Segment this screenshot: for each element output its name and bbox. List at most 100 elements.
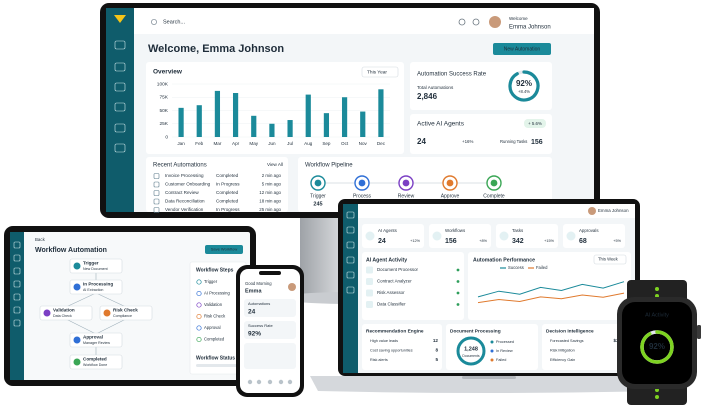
bar bbox=[214, 90, 221, 137]
nav-icon bbox=[247, 379, 253, 385]
recommendation-card bbox=[362, 324, 442, 370]
stat-card bbox=[563, 224, 625, 248]
stage-count: 245 bbox=[313, 201, 322, 207]
label: AI Agents bbox=[378, 228, 398, 233]
sidebar-icon bbox=[114, 123, 126, 133]
agent-icon bbox=[366, 301, 373, 308]
stage-dot bbox=[358, 179, 366, 187]
row-icon bbox=[153, 198, 160, 205]
back-link[interactable]: Back bbox=[35, 237, 46, 242]
card-title: Recommendation Engine bbox=[366, 328, 424, 334]
label: In Processing bbox=[83, 282, 113, 287]
stat-icon bbox=[365, 231, 375, 241]
flow-node bbox=[69, 258, 123, 274]
recent-card bbox=[146, 157, 288, 212]
laptop-notch bbox=[462, 376, 516, 379]
watch-crown bbox=[697, 325, 701, 339]
settings-icon bbox=[472, 18, 480, 26]
x-tick-label: Jun bbox=[268, 141, 276, 146]
node-icon bbox=[73, 358, 81, 366]
label: Completed bbox=[204, 337, 225, 342]
sidebar-icon bbox=[13, 319, 21, 327]
sidebar-icon bbox=[346, 271, 355, 279]
agents-card bbox=[410, 114, 552, 154]
row-icon bbox=[153, 190, 160, 196]
search-input: Search... bbox=[163, 19, 185, 25]
card-title: Active AI Agents bbox=[417, 121, 465, 128]
label: Data Check bbox=[53, 314, 72, 318]
label: Contract Analyzer bbox=[377, 279, 412, 284]
button-label: New Automation bbox=[504, 46, 541, 52]
label: +12% bbox=[410, 239, 420, 243]
metric: 156 bbox=[531, 139, 543, 146]
period-dropdown[interactable] bbox=[593, 254, 627, 265]
metric: 68 bbox=[579, 238, 587, 245]
link[interactable]: View All bbox=[267, 162, 283, 167]
metric: 24 bbox=[378, 238, 386, 245]
sidebar-icon bbox=[114, 102, 126, 112]
watch-screen bbox=[622, 302, 692, 384]
step-icon bbox=[196, 302, 202, 308]
metric: 24 bbox=[248, 309, 256, 316]
step-icon bbox=[196, 313, 202, 320]
metric: 156 bbox=[445, 238, 457, 245]
y-tick-label: 100K bbox=[157, 81, 169, 87]
performance-line bbox=[477, 281, 625, 298]
status: Completed bbox=[216, 199, 239, 204]
flow-node bbox=[69, 279, 123, 295]
x-tick-label: Mar bbox=[213, 141, 221, 146]
legend-dot bbox=[490, 340, 494, 344]
stat-icon bbox=[432, 231, 442, 241]
period-dropdown[interactable] bbox=[361, 66, 399, 78]
node-icon bbox=[73, 262, 81, 270]
label: Data Classifier bbox=[377, 302, 406, 307]
documents-ring bbox=[456, 336, 486, 366]
label: +5% bbox=[613, 239, 621, 243]
nav-icon bbox=[287, 379, 293, 385]
label: Compliance bbox=[113, 314, 132, 318]
phone-card bbox=[244, 343, 296, 369]
row-icon bbox=[153, 173, 160, 179]
status: Completed bbox=[216, 190, 239, 195]
x-tick-label: Oct bbox=[341, 141, 349, 146]
label: Customer Onboarding bbox=[165, 182, 211, 187]
label: Risk Check bbox=[113, 308, 138, 313]
phone-card bbox=[244, 321, 296, 339]
sidebar-icon bbox=[114, 40, 126, 50]
label: Contract Review bbox=[165, 190, 199, 195]
label: +8.4% bbox=[518, 89, 530, 94]
sidebar-icon bbox=[114, 82, 126, 92]
avatar bbox=[588, 207, 596, 215]
save-button[interactable] bbox=[205, 245, 243, 254]
status-dot bbox=[456, 268, 460, 272]
bar bbox=[196, 105, 202, 137]
flow-node bbox=[69, 332, 123, 348]
y-tick-label: 50K bbox=[159, 108, 168, 114]
nav-icon bbox=[267, 379, 273, 385]
sidebar-icon bbox=[346, 256, 355, 264]
user-name: Emma bbox=[245, 288, 262, 294]
legend-label: In Review bbox=[496, 349, 513, 353]
stat-card bbox=[429, 224, 491, 248]
flow-node bbox=[99, 305, 153, 321]
row-icon bbox=[153, 181, 160, 188]
label: 8 bbox=[435, 348, 438, 353]
status-dot bbox=[456, 303, 460, 306]
new-automation-button[interactable] bbox=[493, 43, 551, 55]
label: Running Tasks bbox=[500, 139, 527, 144]
label: Completed bbox=[83, 357, 107, 362]
status-track bbox=[196, 364, 240, 367]
label: High value leads bbox=[370, 339, 398, 343]
label: Vendor Verification bbox=[165, 207, 204, 212]
user-name: Emma Johnson bbox=[509, 25, 551, 31]
avatar bbox=[288, 283, 296, 291]
nav-icon bbox=[278, 379, 284, 385]
card-title: Automation Performance bbox=[473, 257, 535, 263]
label: Manager Review bbox=[83, 341, 110, 345]
label: Approval bbox=[204, 325, 221, 330]
label: Automations bbox=[248, 301, 270, 306]
card-title: Automation Success Rate bbox=[417, 72, 487, 78]
documents-card bbox=[446, 324, 538, 370]
x-tick-label: Sep bbox=[322, 141, 331, 146]
